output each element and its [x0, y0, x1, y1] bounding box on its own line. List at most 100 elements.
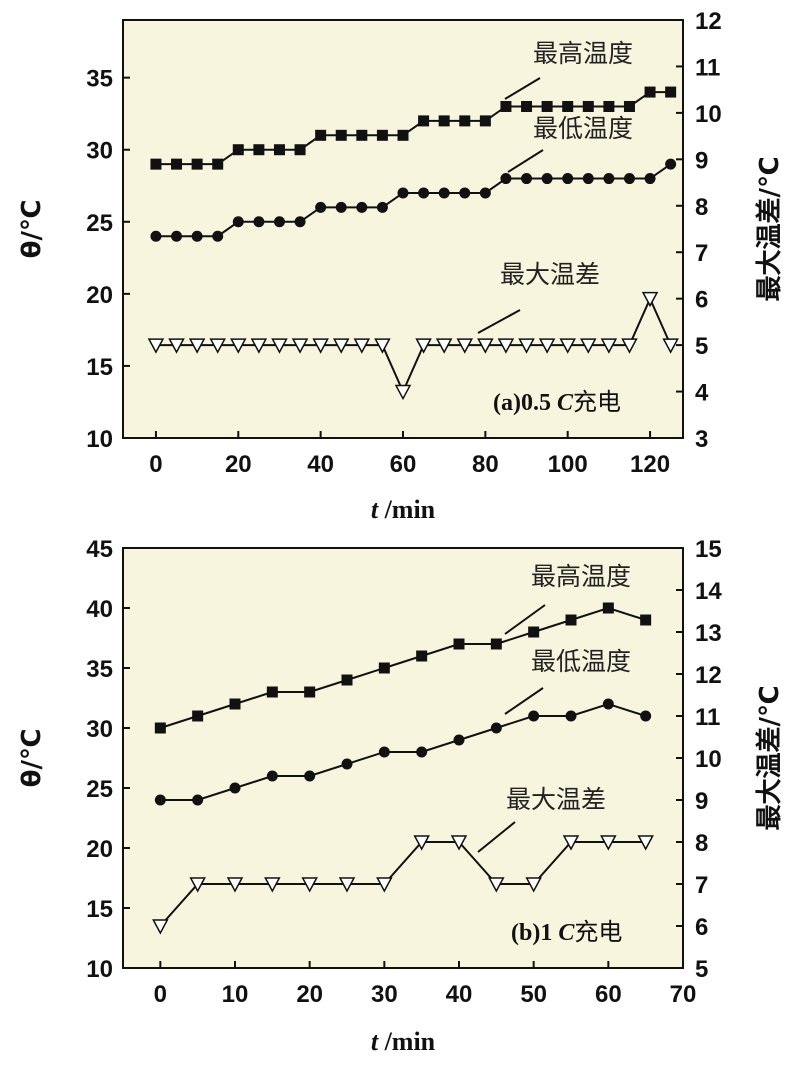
- y-right-tick-label: 11: [695, 704, 720, 731]
- data-point-triangle: [600, 835, 617, 851]
- y-right-tick-label: 13: [695, 620, 722, 647]
- data-point-circle: [192, 794, 204, 806]
- data-point-triangle: [525, 877, 542, 893]
- data-point-triangle: [435, 338, 453, 354]
- data-point-circle: [602, 698, 614, 710]
- data-point-triangle: [413, 835, 430, 851]
- x-tick-label: 30: [371, 981, 398, 1008]
- x-tick-label: 10: [222, 981, 249, 1008]
- condition-label-suffix: 充电: [574, 918, 622, 946]
- data-point-square: [582, 100, 594, 112]
- data-point-circle: [562, 173, 574, 185]
- data-point-square: [602, 602, 614, 614]
- x-tick-label: 20: [296, 981, 323, 1008]
- x-tick-label: 40: [307, 451, 334, 478]
- data-point-square: [418, 115, 430, 127]
- condition-label-suffix: 充电: [573, 388, 621, 416]
- series-annotation: 最高温度: [533, 39, 633, 68]
- y-right-tick-label: 15: [695, 536, 722, 563]
- y-right-tick-label: 11: [695, 54, 720, 81]
- data-point-triangle: [168, 338, 185, 354]
- data-point-triangle: [209, 338, 226, 354]
- data-point-circle: [341, 758, 353, 770]
- data-point-square: [266, 686, 278, 698]
- condition-label: (b)1 C充电: [511, 918, 622, 946]
- data-point-triangle: [559, 338, 576, 354]
- y-right-tick-label: 6: [695, 914, 708, 941]
- condition-label-rate: C: [558, 920, 575, 946]
- data-point-square: [212, 158, 224, 170]
- series-line-2: [159, 841, 646, 927]
- x-tick-label: 40: [446, 981, 473, 1008]
- series-annotation: 最低温度: [531, 647, 631, 676]
- series-annotation: 最大温差: [506, 785, 606, 814]
- plot-area: [122, 19, 684, 439]
- data-point-square: [562, 100, 574, 112]
- data-point-circle: [500, 173, 512, 185]
- data-point-triangle: [374, 338, 391, 354]
- data-point-square: [665, 86, 677, 98]
- data-point-circle: [438, 187, 450, 199]
- data-point-square: [490, 638, 502, 650]
- data-point-circle: [315, 201, 327, 213]
- data-point-square: [356, 129, 368, 141]
- y-left-tick-label: 25: [86, 776, 113, 803]
- series-annotation: 最高温度: [531, 562, 631, 591]
- y-left-tick-label: 20: [86, 282, 113, 309]
- plot-area: [122, 547, 684, 969]
- condition-label-prefix: (b)1: [511, 920, 558, 946]
- x-axis-label-unit: /min: [378, 1027, 436, 1056]
- data-point-circle: [232, 216, 244, 228]
- data-point-triangle: [332, 338, 350, 354]
- data-point-circle: [294, 216, 306, 228]
- data-point-circle: [416, 746, 428, 758]
- data-point-triangle: [264, 877, 281, 893]
- data-point-triangle: [376, 877, 393, 893]
- y-left-tick-label: 35: [86, 656, 113, 683]
- data-point-triangle: [600, 338, 618, 354]
- x-tick-label: 60: [595, 981, 622, 1008]
- data-point-circle: [582, 173, 594, 185]
- y-right-tick-label: 4: [695, 380, 709, 407]
- data-point-triangle: [562, 835, 580, 851]
- y-axis-label-left: θ/℃: [17, 200, 47, 259]
- condition-label-prefix: (a)0.5: [493, 390, 557, 416]
- series-annotation: 最大温差: [500, 260, 600, 289]
- data-point-square: [453, 638, 465, 650]
- data-point-triangle: [518, 338, 535, 354]
- data-point-circle: [356, 201, 368, 213]
- data-point-square: [521, 100, 533, 112]
- data-point-circle: [418, 187, 430, 199]
- y-right-tick-label: 10: [695, 101, 722, 128]
- x-tick-label: 50: [520, 981, 547, 1008]
- data-point-circle: [665, 158, 677, 170]
- data-point-triangle: [338, 877, 356, 893]
- data-point-circle: [521, 173, 533, 185]
- y-left-tick-label: 20: [86, 836, 113, 863]
- data-point-circle: [253, 216, 265, 228]
- x-axis-label: t /min: [371, 1027, 436, 1056]
- data-point-circle: [541, 173, 553, 185]
- data-point-square: [603, 100, 615, 112]
- data-point-triangle: [477, 338, 494, 354]
- series-line-0: [160, 606, 646, 729]
- data-point-square: [335, 129, 347, 141]
- annotation-leader-line: [507, 149, 544, 173]
- y-left-tick-label: 10: [86, 426, 113, 453]
- data-point-circle: [459, 187, 471, 199]
- data-point-circle: [150, 230, 162, 242]
- y-right-tick-label: 7: [695, 872, 708, 899]
- annotation-leader-line: [504, 77, 541, 100]
- data-point-square: [459, 115, 471, 127]
- y-axis-label-right: 最大温差/℃: [754, 157, 785, 302]
- data-point-circle: [528, 710, 540, 722]
- data-point-circle: [273, 216, 285, 228]
- x-tick-label: 0: [149, 451, 162, 478]
- y-left-tick-label: 25: [86, 210, 113, 237]
- data-point-square: [273, 144, 285, 156]
- y-right-tick-label: 12: [695, 8, 722, 35]
- data-point-square: [528, 626, 540, 638]
- y-left-tick-label: 10: [86, 956, 113, 983]
- annotation-leader-line: [504, 687, 544, 715]
- data-point-triangle: [188, 338, 206, 354]
